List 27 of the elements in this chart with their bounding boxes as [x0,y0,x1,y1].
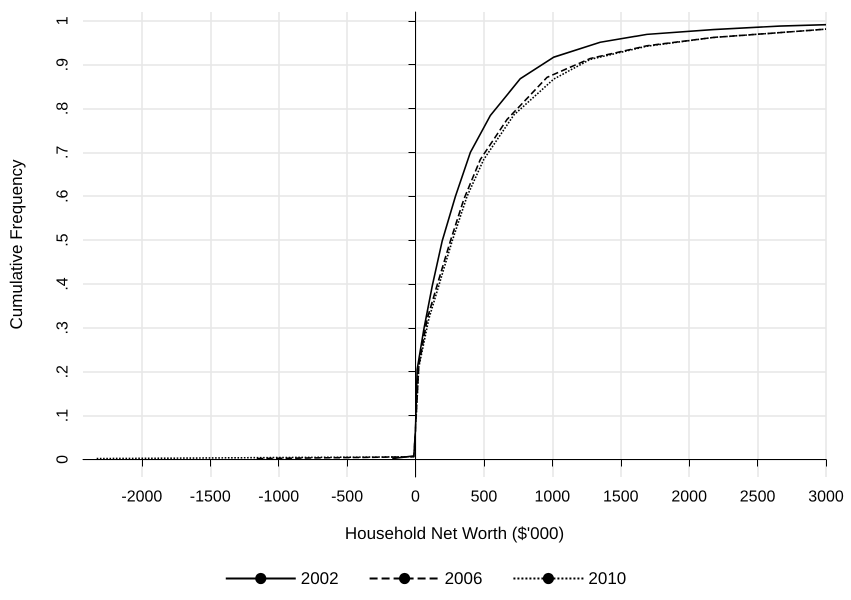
x-tick-label: 0 [411,488,420,506]
x-tick-label: -1000 [258,488,300,506]
legend-label: 2006 [444,569,482,588]
y-tick-label: .1 [54,408,72,422]
y-tick-label: .5 [54,233,72,247]
x-tick-label: 500 [470,488,498,506]
x-tick-label: 2000 [671,488,708,506]
y-tick-label: .9 [54,58,72,72]
x-tick-label: -1500 [190,488,231,506]
legend-label: 2002 [300,569,339,588]
y-tick-label: .3 [54,321,72,335]
x-tick-label: -2000 [121,488,162,506]
x-tick-label: -500 [331,488,364,506]
x-axis-title: Household Net Worth ($'000) [344,524,564,543]
legend-label: 2010 [588,569,626,588]
y-tick-label: .4 [54,277,72,291]
y-tick-label: .6 [54,189,72,203]
y-tick-label: .7 [54,146,72,160]
x-tick-label: 3000 [808,488,844,506]
y-tick-label: .2 [54,364,72,378]
y-tick-label: 0 [54,454,72,464]
x-tick-label: 1000 [534,488,570,506]
x-tick-label: 1500 [602,488,639,506]
y-axis-title: Cumulative Frequency [7,158,26,330]
x-tick-label: 2500 [740,488,776,506]
y-tick-label: .8 [54,102,72,116]
y-tick-label: 1 [54,16,72,26]
